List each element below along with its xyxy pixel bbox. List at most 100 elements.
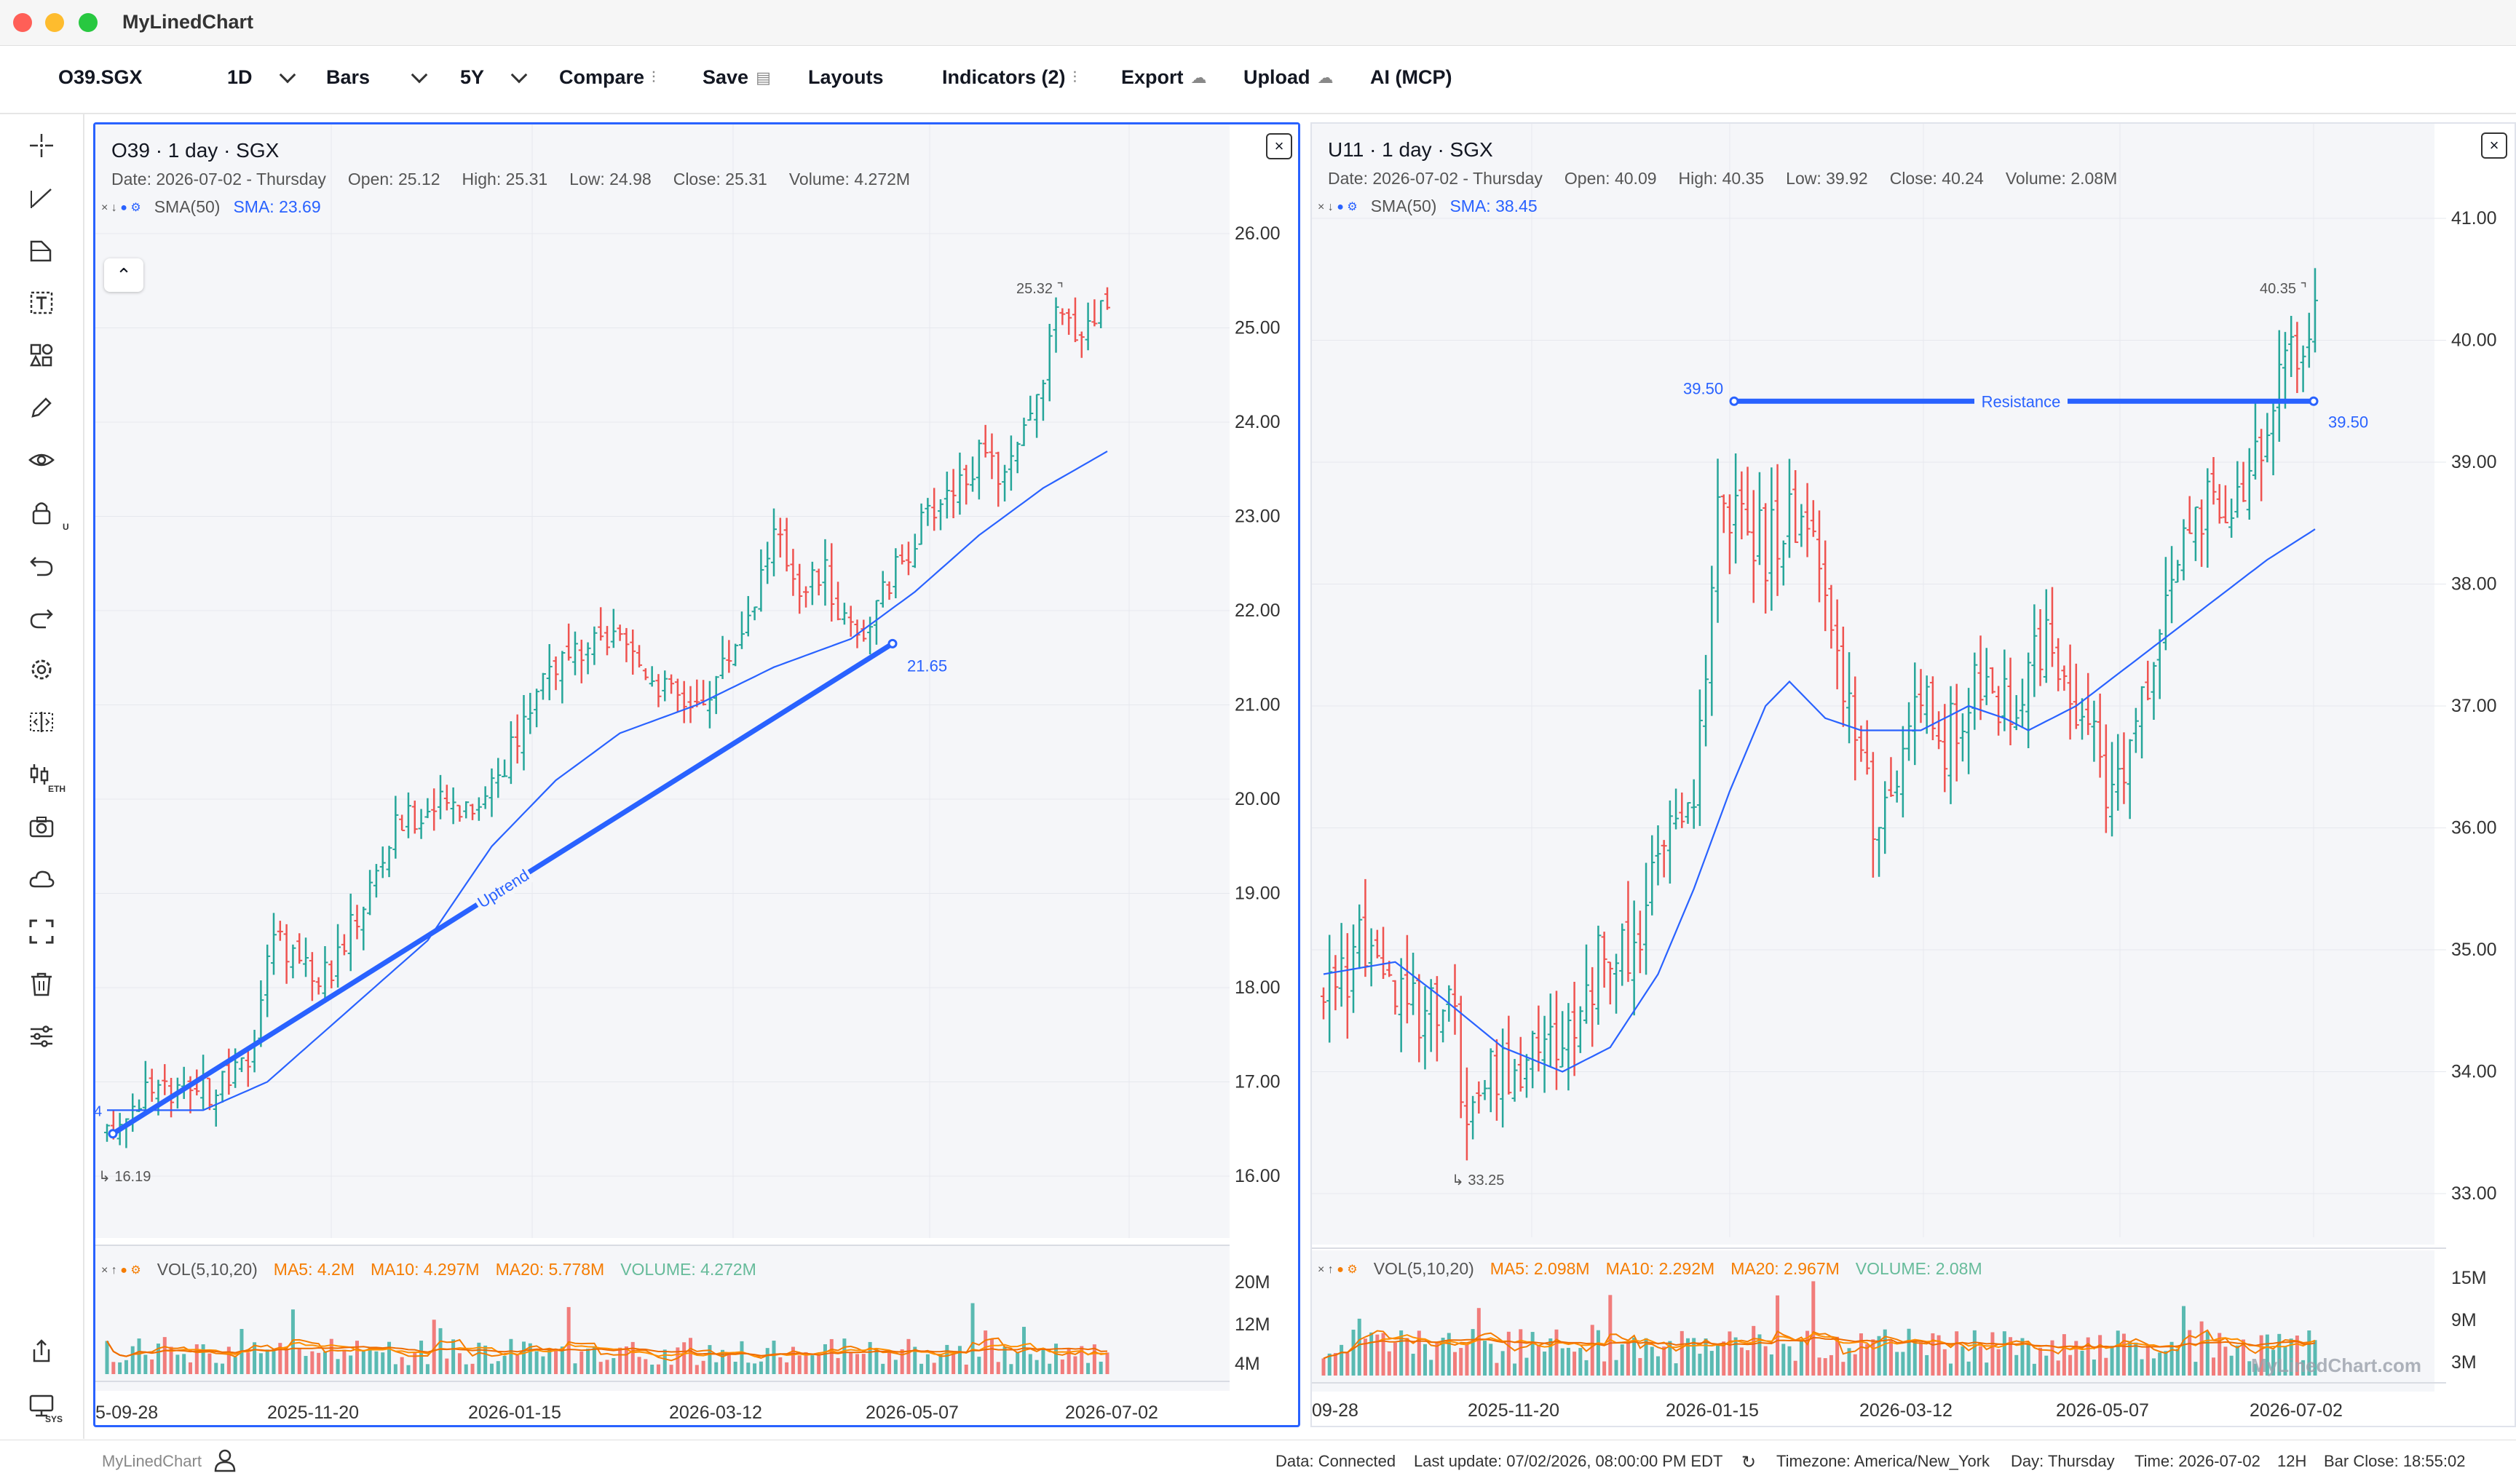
undo-icon[interactable]: [25, 548, 58, 582]
ma5-value: MA5: 2.098M: [1490, 1259, 1590, 1278]
maximize-window-button[interactable]: [79, 13, 98, 32]
user-icon[interactable]: [213, 1448, 237, 1477]
eye-icon[interactable]: [25, 443, 58, 477]
volume-chart-area[interactable]: [95, 1245, 1230, 1391]
volume-bar: [689, 1338, 692, 1374]
volume-bar: [130, 1346, 135, 1374]
volume-bar: [515, 1354, 520, 1374]
compare-label: Compare: [559, 66, 645, 88]
volume-bar: [1453, 1352, 1457, 1376]
volume-bar: [1620, 1344, 1624, 1376]
trash-icon[interactable]: [25, 967, 58, 1001]
drawing-toolbar: U ETH SYS: [0, 114, 84, 1439]
volume-bar: [1471, 1329, 1475, 1376]
volume-bar: [2044, 1355, 2049, 1376]
collapse-legend-button[interactable]: ⌃: [104, 258, 143, 292]
volume-bar: [2223, 1346, 2228, 1376]
share-icon[interactable]: [25, 1334, 58, 1368]
volume-bar: [477, 1342, 481, 1374]
chart-panel-o39[interactable]: 26.00 25.00 24.00 23.00 22.00 21.00 20.00 19.00…: [93, 122, 1300, 1427]
export-button[interactable]: Export ☁: [1121, 66, 1207, 89]
volume-bar: [598, 1362, 603, 1374]
fullscreen-icon[interactable]: [25, 915, 58, 948]
volume-bar: [1739, 1347, 1744, 1376]
volume-bar: [1829, 1354, 1833, 1376]
volume-bar: [1387, 1351, 1391, 1376]
indicators-button[interactable]: Indicators (2) ⫶: [942, 66, 1077, 89]
timezone-label[interactable]: Timezone: America/New_York: [1776, 1452, 1990, 1470]
app-title: MyLinedChart: [122, 11, 254, 33]
volume-bar: [2092, 1359, 2096, 1376]
close-panel-button[interactable]: ×: [2481, 132, 2507, 159]
minimize-window-button[interactable]: [45, 13, 64, 32]
compare-button[interactable]: Compare ⫶: [559, 66, 656, 89]
legend-controls-icon[interactable]: × ↑ ● ⚙: [1318, 1263, 1358, 1276]
compare-panes-icon[interactable]: [25, 705, 58, 739]
lock-icon[interactable]: [25, 496, 58, 529]
volume-bar: [637, 1357, 641, 1374]
ai-mcp-button[interactable]: AI (MCP): [1370, 66, 1452, 89]
extended-hours-icon[interactable]: [25, 758, 58, 791]
trendline-icon[interactable]: [25, 181, 58, 215]
legend-controls-icon[interactable]: × ↓ ● ⚙: [1318, 200, 1358, 213]
volume-ma-line: [1323, 1336, 2316, 1360]
volume-bar: [1560, 1348, 1564, 1376]
volume-bar: [2056, 1360, 2060, 1376]
volume-bar: [740, 1341, 744, 1374]
layouts-button[interactable]: Layouts: [808, 66, 884, 89]
legend-controls-icon[interactable]: × ↑ ● ⚙: [101, 1263, 141, 1277]
close-window-button[interactable]: [13, 13, 32, 32]
volume-bar: [451, 1339, 456, 1374]
price-chart-area[interactable]: [1312, 124, 2434, 1245]
lock-sub-label: U: [63, 522, 69, 532]
volume-bar: [2116, 1330, 2120, 1376]
chart-canvas[interactable]: 41.00 40.00 39.00 38.00 37.00 36.00 35.00 34.00…: [1312, 124, 2515, 1426]
text-icon[interactable]: [25, 286, 58, 320]
interval-dropdown[interactable]: 1D: [227, 66, 296, 89]
upload-button[interactable]: Upload ☁: [1243, 66, 1334, 89]
volume-bar: [1781, 1344, 1786, 1376]
price-chart-area[interactable]: [95, 124, 1230, 1238]
volume-bar: [676, 1347, 680, 1374]
volume-bar: [1363, 1338, 1367, 1376]
volume-bar: [1709, 1351, 1714, 1376]
chart-type-dropdown[interactable]: Bars: [326, 66, 428, 89]
range-dropdown[interactable]: 5Y: [460, 66, 528, 89]
volume-bar: [2169, 1341, 2174, 1376]
close-panel-button[interactable]: ×: [1266, 133, 1292, 159]
redo-icon[interactable]: [25, 600, 58, 634]
system-monitor-icon[interactable]: [25, 1389, 58, 1423]
volume-bar: [175, 1354, 180, 1374]
legend-controls-icon[interactable]: × ↓ ● ⚙: [101, 201, 141, 214]
fib-icon[interactable]: [25, 234, 58, 267]
volume-bar: [323, 1352, 327, 1374]
refresh-icon[interactable]: ↻: [1741, 1453, 1757, 1472]
chart-type-label: Bars: [326, 66, 371, 88]
volume-bar: [938, 1354, 943, 1374]
sliders-icon[interactable]: [25, 1020, 58, 1053]
volume-bar: [2026, 1344, 2030, 1376]
pencil-icon[interactable]: [25, 391, 58, 424]
chart-panel-u11[interactable]: 41.00 40.00 39.00 38.00 37.00 36.00 35.00 34.00…: [1310, 122, 2516, 1427]
cloud-icon[interactable]: [25, 862, 58, 896]
crosshair-icon[interactable]: [25, 129, 58, 162]
volume-bar: [1805, 1330, 1810, 1376]
window-titlebar: MyLinedChart: [0, 0, 2516, 46]
volume-bar: [2020, 1338, 2025, 1376]
volume-bar: [1823, 1358, 1827, 1376]
volume-bar: [509, 1338, 513, 1374]
volume-bar: [1614, 1360, 1618, 1376]
ma10-value: MA10: 2.292M: [1605, 1259, 1715, 1278]
sma-legend: × ↓ ● ⚙ SMA(50) SMA: 23.69: [101, 197, 321, 217]
volume-bar: [753, 1363, 757, 1374]
save-button[interactable]: Save ▤: [703, 66, 771, 89]
settings-icon[interactable]: [25, 653, 58, 686]
chart-canvas[interactable]: 26.00 25.00 24.00 23.00 22.00 21.00 20.00 19.00…: [95, 124, 1298, 1425]
volume-bar: [1733, 1337, 1738, 1376]
hours-label[interactable]: 12H: [2277, 1452, 2307, 1470]
volume-bar: [547, 1349, 552, 1374]
shapes-icon[interactable]: [25, 338, 58, 372]
info-low: Low: 24.98: [569, 170, 652, 189]
symbol-button[interactable]: O39.SGX: [58, 66, 143, 89]
camera-icon[interactable]: [25, 810, 58, 844]
